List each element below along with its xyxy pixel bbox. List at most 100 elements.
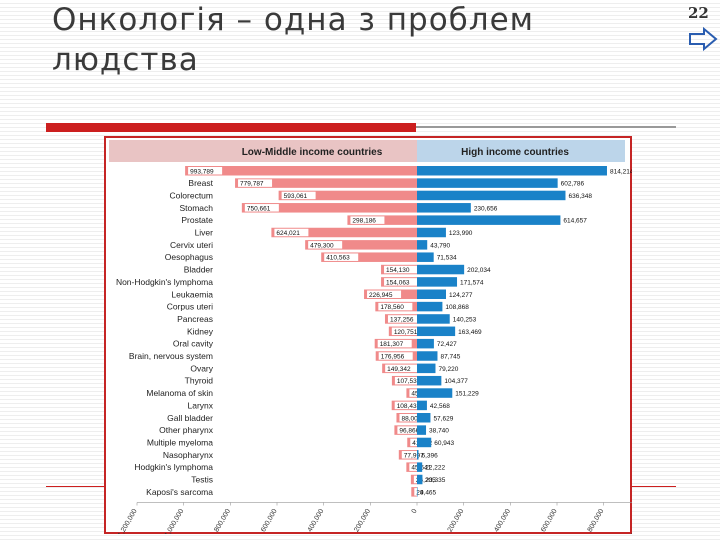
value-label-low-middle: 26,205: [416, 477, 436, 484]
category-label: Melanoma of skin: [146, 388, 213, 398]
category-label: Testis: [191, 475, 213, 485]
bar-high-income: [417, 487, 418, 497]
value-label-low-middle: 176,956: [381, 354, 405, 361]
x-tick-label: 200,000: [447, 508, 466, 534]
value-label-high-income: 9: [420, 489, 424, 496]
bar-high-income: [417, 178, 558, 188]
low-middle-income-header: Low-Middle income countries: [242, 147, 383, 158]
bar-low-middle: [185, 166, 417, 176]
bar-low-middle: [235, 178, 417, 188]
bar-high-income: [417, 351, 438, 361]
category-label: Multiple myeloma: [147, 437, 213, 447]
left-header-bg: [109, 140, 417, 162]
x-tick-label: 1,000,000: [164, 508, 186, 534]
value-label-low-middle: 226,945: [369, 292, 393, 299]
category-label: Oesophagus: [165, 252, 213, 262]
value-label-low-middle: 993,789: [190, 168, 214, 175]
value-label-high-income: 202,034: [467, 267, 491, 274]
bar-low-middle: [321, 252, 417, 262]
value-label-high-income: 614,657: [563, 218, 587, 225]
category-label: Oral cavity: [173, 339, 214, 349]
bar-high-income: [417, 190, 566, 201]
value-label-bg: [274, 228, 309, 237]
value-label-bg: [244, 204, 279, 212]
value-label-low-middle: 410,563: [326, 255, 350, 262]
value-label-high-income: 163,469: [458, 329, 482, 336]
x-tick-label: 600,000: [260, 508, 279, 534]
category-label: Liver: [195, 228, 214, 238]
category-label: Thyroid: [185, 376, 214, 386]
slide-title: Онкологія – одна з проблем людства: [52, 2, 535, 78]
right-header-bg: [417, 140, 625, 162]
bar-high-income: [417, 413, 431, 423]
value-label-bg: [384, 278, 419, 286]
value-label-bg: [324, 253, 359, 261]
category-label: Kaposi's sarcoma: [146, 487, 213, 497]
x-tick-label: 1,000,000: [630, 508, 632, 534]
category-label: Prostate: [181, 215, 213, 225]
category-label: Breast: [188, 178, 213, 188]
value-label-bg: [391, 327, 426, 336]
value-label-low-middle: 154,130: [386, 267, 410, 274]
value-label-low-middle: 96,866: [399, 428, 419, 435]
category-label: Larynx: [187, 400, 213, 410]
value-label-high-income: 151,229: [455, 391, 479, 398]
value-label-low-middle: 88,003: [401, 415, 421, 422]
value-label-bg: [377, 339, 412, 348]
bar-high-income: [417, 215, 561, 225]
bar-low-middle: [241, 203, 417, 213]
value-label-high-income: 171,574: [460, 279, 484, 286]
next-arrow-icon[interactable]: [688, 26, 718, 52]
value-label-bg: [378, 352, 413, 360]
value-label-bg: [397, 426, 432, 434]
bar-high-income: [417, 277, 458, 287]
value-label-low-middle: 593,061: [284, 193, 308, 200]
value-label-high-income: 79,220: [438, 366, 458, 373]
value-label-bg: [281, 191, 316, 200]
category-label: Non-Hodgkin's lymphoma: [116, 277, 213, 287]
bar-high-income: [417, 388, 453, 398]
value-label-bg: [399, 414, 434, 422]
x-tick-label: 800,000: [587, 508, 606, 534]
bar-high-income: [417, 203, 471, 213]
value-label-high-income: 108,868: [445, 304, 469, 311]
value-label-high-income: 43,790: [430, 242, 450, 249]
value-label-bg: [387, 315, 422, 323]
x-tick-label: 800,000: [213, 508, 232, 534]
value-label-high-income: 87,745: [440, 354, 460, 361]
category-label: Other pharynx: [159, 425, 214, 435]
bar-high-income: [417, 314, 450, 324]
value-label-low-middle: 77,997: [404, 452, 424, 459]
value-label-bg: [385, 364, 420, 373]
value-label-low-middle: 750,661: [247, 205, 271, 212]
bar-high-income: [417, 338, 434, 349]
bar-high-income: [417, 289, 446, 299]
value-label-low-middle: 107,533: [397, 378, 421, 385]
category-label: Nasopharynx: [163, 450, 214, 460]
category-label: Leukaemia: [171, 289, 213, 299]
value-label-bg: [414, 488, 449, 496]
value-label-low-middle: 154,063: [386, 279, 410, 286]
bar-high-income: [417, 474, 423, 485]
value-label-bg: [378, 302, 413, 311]
category-label: Pancreas: [177, 314, 213, 324]
category-label: Stomach: [179, 203, 213, 213]
value-label-high-income: 42,568: [430, 403, 450, 410]
value-label-bg: [384, 265, 419, 274]
bar-high-income: [417, 425, 427, 435]
bar-high-income: [417, 462, 423, 472]
bar-high-income: [417, 166, 607, 176]
value-label-low-middle: 624,021: [276, 230, 300, 237]
bar-high-income: [417, 326, 456, 337]
bar-high-income: [417, 301, 443, 312]
slide-number: 22: [688, 4, 709, 22]
x-tick-label: 400,000: [307, 508, 326, 534]
value-label-low-middle: 149,342: [387, 366, 411, 373]
title-accent-rule: [46, 123, 416, 132]
category-label: Kidney: [187, 326, 214, 336]
title-divider: [416, 126, 676, 128]
value-label-bg: [188, 167, 223, 175]
bar-low-middle: [411, 487, 417, 497]
bar-high-income: [417, 227, 446, 238]
category-label: Hodgkin's lymphoma: [134, 462, 213, 472]
